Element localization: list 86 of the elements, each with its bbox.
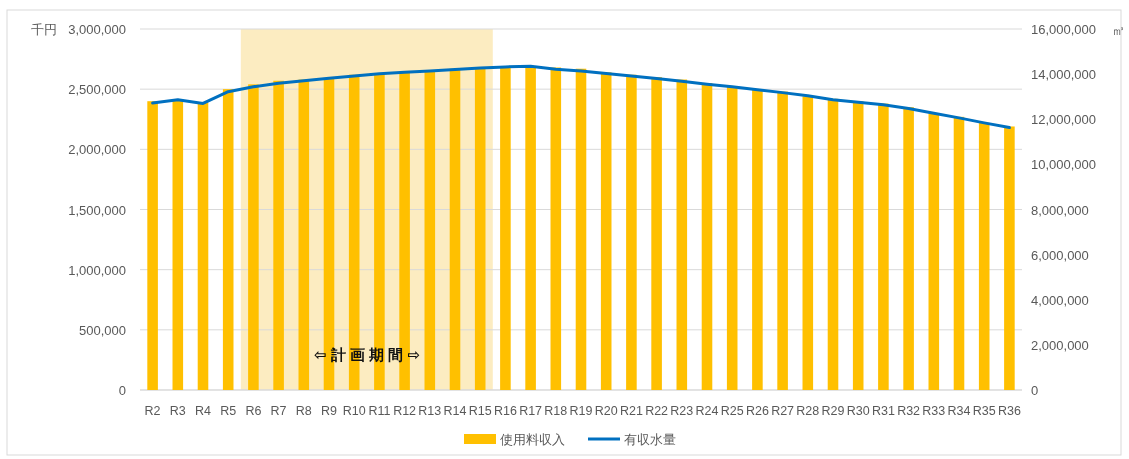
bar [449,68,461,390]
x-tick-label: R22 [645,404,669,418]
legend-label: 有収水量 [624,432,676,447]
x-tick-label: R28 [796,404,820,418]
y2-tick-label: 6,000,000 [1031,247,1089,263]
bar [827,98,839,390]
bar [626,74,637,390]
x-tick-label: R9 [321,404,338,418]
x-tick-label: R2 [144,404,161,418]
x-tick-label: R25 [720,404,744,418]
x-tick-label: R14 [443,404,467,418]
bar [726,86,738,390]
y2-axis-title: ㎥ [1111,23,1125,38]
bar [953,116,965,390]
y-tick-label: 500,000 [79,322,126,338]
y-axis-title: 千円 [31,22,57,37]
x-tick-label: R5 [220,404,237,418]
x-tick-label: R35 [972,404,996,418]
bar [777,91,788,390]
x-tick-label: R6 [245,404,262,418]
bar [172,100,184,390]
bar [525,66,536,390]
y-tick-label: 1,000,000 [68,262,126,278]
bar [802,96,814,390]
bar [903,107,914,390]
y-tick-label: 2,500,000 [68,82,126,98]
bar [550,67,562,390]
bar [978,122,990,390]
x-tick-label: R21 [619,404,643,418]
bar [575,68,587,390]
bar [222,89,234,390]
bar [424,71,436,390]
x-tick-label: R15 [468,404,492,418]
x-tick-label: R34 [947,404,971,418]
x-tick-label: R12 [393,404,417,418]
bar [701,83,713,390]
x-tick-label: R36 [997,404,1021,418]
bar [852,101,864,390]
bar [1004,126,1015,390]
bar [752,89,763,390]
y2-tick-label: 16,000,000 [1031,22,1097,37]
bar [147,101,158,390]
x-tick-label: R29 [821,404,845,418]
bar [248,84,259,390]
y-tick-label: 1,500,000 [68,202,126,218]
bar [298,79,310,390]
x-tick-label: R32 [897,404,921,418]
x-tick-label: R33 [922,404,946,418]
x-tick-label: R23 [670,404,694,418]
bar [273,80,284,390]
bar [500,67,511,390]
bar [878,103,889,390]
bar [676,79,688,390]
x-tick-label: R20 [594,404,618,418]
bar [474,67,486,390]
x-tick-label: R3 [169,404,186,418]
x-tick-label: R30 [846,404,870,418]
bar [197,102,209,390]
x-tick-label: R24 [695,404,719,418]
y2-tick-label: 2,000,000 [1031,337,1089,353]
x-tick-label: R4 [195,404,212,418]
x-tick-label: R11 [368,404,391,418]
legend-label: 使用料収入 [500,432,565,447]
y2-tick-label: 8,000,000 [1031,202,1089,218]
y2-tick-label: 12,000,000 [1031,112,1097,128]
x-tick-label: R16 [493,404,517,418]
x-tick-label: R17 [519,404,543,418]
y2-tick-label: 0 [1031,383,1039,398]
x-tick-label: R8 [295,404,312,418]
y-tick-label: 2,000,000 [68,142,126,158]
bar [651,77,662,390]
y2-tick-label: 10,000,000 [1031,157,1097,173]
x-tick-label: R19 [569,404,593,418]
x-tick-label: R31 [871,404,895,418]
bar [600,72,612,390]
x-tick-label: R18 [544,404,568,418]
y2-tick-label: 4,000,000 [1031,292,1089,308]
x-tick-label: R27 [771,404,795,418]
y-tick-label: 3,000,000 [68,22,126,37]
y-tick-label: 0 [118,383,126,398]
x-tick-label: R10 [342,404,366,418]
x-tick-label: R7 [270,404,287,418]
bar [928,113,940,390]
x-tick-label: R26 [745,404,769,418]
y2-tick-label: 14,000,000 [1031,67,1097,83]
x-tick-label: R13 [418,404,442,418]
